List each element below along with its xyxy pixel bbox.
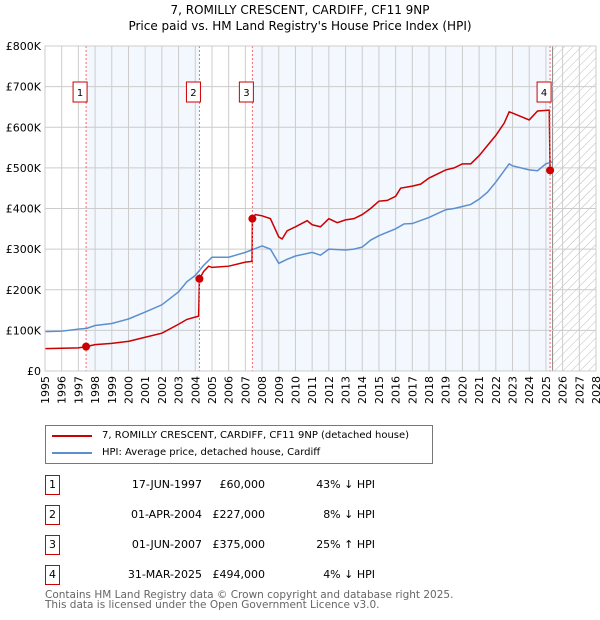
x-tick-label: 1995 [39, 376, 52, 404]
x-tick-label: 2015 [373, 376, 386, 404]
y-tick-label: £700K [6, 81, 42, 94]
x-tick-label: 2022 [490, 376, 503, 404]
sale-hpi: 4% ↓ HPI [323, 568, 375, 581]
sale-date: 17-JUN-1997 [131, 478, 202, 491]
x-tick-label: 2001 [139, 376, 152, 404]
sale-row: 4 31-MAR-2025 £494,000 4% ↓ HPI [45, 565, 375, 585]
sale-date: 01-JUN-2007 [131, 538, 202, 551]
sale-price: £375,000 [212, 538, 266, 551]
x-tick-label: 2012 [323, 376, 336, 404]
x-tick-label: 1997 [72, 376, 85, 404]
x-tick-label: 2017 [406, 376, 419, 404]
sale-point [248, 214, 257, 223]
x-tick-label: 2018 [423, 376, 436, 404]
x-tick-label: 2014 [356, 376, 369, 404]
x-tick-label: 2026 [557, 376, 570, 404]
x-tick-label: 1998 [89, 376, 102, 404]
x-tick-label: 2010 [289, 376, 302, 404]
legend-label: 7, ROMILLY CRESCENT, CARDIFF, CF11 9NP (… [102, 430, 410, 441]
x-tick-label: 2025 [540, 376, 553, 404]
y-tick-label: £400K [6, 203, 42, 216]
x-tick-label: 2023 [507, 376, 520, 404]
y-tick-label: £100K [6, 324, 42, 337]
sale-point [195, 274, 204, 283]
x-tick-label: 2019 [440, 376, 453, 404]
legend-swatch-red [52, 434, 92, 437]
sale-date: 31-MAR-2025 [127, 568, 202, 581]
footer: Contains HM Land Registry data © Crown c… [45, 589, 454, 611]
sale-marker-label: 1 [45, 475, 60, 495]
legend: 7, ROMILLY CRESCENT, CARDIFF, CF11 9NP (… [45, 425, 433, 464]
x-tick-label: 2020 [456, 376, 469, 404]
legend-label: HPI: Average price, detached house, Card… [102, 447, 321, 458]
legend-item-hpi: HPI: Average price, detached house, Card… [52, 447, 320, 458]
legend-item-property: 7, ROMILLY CRESCENT, CARDIFF, CF11 9NP (… [52, 430, 409, 441]
y-tick-label: £300K [6, 243, 42, 256]
sale-row: 2 01-APR-2004 £227,000 8% ↓ HPI [45, 505, 375, 525]
sale-marker-box [72, 81, 88, 103]
chart-subtitle: Price paid vs. HM Land Registry's House … [128, 19, 471, 33]
x-tick-label: 2027 [573, 376, 586, 404]
y-tick-label: £600K [6, 121, 42, 134]
x-tick-label: 2028 [590, 376, 600, 404]
x-tick-label: 2006 [223, 376, 236, 404]
sale-marker-number: 3 [243, 88, 249, 99]
sale-marker-number: 1 [77, 88, 83, 99]
x-tick-label: 2005 [206, 376, 219, 404]
price-chart: 7, ROMILLY CRESCENT, CARDIFF, CF11 9NP P… [6, 3, 600, 404]
series-line [44, 161, 553, 333]
sale-hpi: 8% ↓ HPI [323, 508, 375, 521]
chart-title: 7, ROMILLY CRESCENT, CARDIFF, CF11 9NP [170, 3, 429, 17]
sale-marker-box [536, 81, 552, 103]
sale-marker-label: 3 [45, 535, 60, 555]
legend-swatch-blue [52, 451, 92, 454]
sale-marker-number: 2 [190, 88, 196, 99]
sale-date: 01-APR-2004 [130, 508, 202, 521]
sale-point [82, 342, 91, 351]
sale-price: £60,000 [219, 478, 266, 491]
sale-price: £494,000 [212, 568, 266, 581]
sale-point [546, 166, 555, 175]
sale-marker-box [238, 81, 254, 103]
x-tick-label: 2024 [523, 376, 536, 404]
sale-hpi: 43% ↓ HPI [316, 478, 375, 491]
x-tick-label: 2008 [256, 376, 269, 404]
sale-price: £227,000 [212, 508, 266, 521]
sale-marker-box [185, 81, 201, 103]
y-tick-label: £0 [27, 365, 41, 378]
x-tick-label: 1996 [56, 376, 69, 404]
y-tick-label: £500K [6, 162, 42, 175]
x-tick-label: 2009 [273, 376, 286, 404]
sale-row: 3 01-JUN-2007 £375,000 25% ↑ HPI [45, 535, 375, 555]
sale-marker-number: 4 [541, 88, 547, 99]
y-tick-label: £200K [6, 284, 42, 297]
sale-row: 1 17-JUN-1997 £60,000 43% ↓ HPI [45, 475, 375, 495]
x-tick-label: 1999 [106, 376, 119, 404]
plot-frame [44, 45, 597, 372]
x-tick-label: 2007 [239, 376, 252, 404]
x-tick-label: 2003 [173, 376, 186, 404]
y-tick-label: £800K [6, 40, 42, 53]
sale-hpi: 25% ↑ HPI [316, 538, 375, 551]
series-line [44, 109, 551, 350]
x-tick-label: 2004 [189, 376, 202, 404]
x-tick-label: 2002 [156, 376, 169, 404]
sale-marker-label: 4 [45, 565, 60, 585]
sale-marker-label: 2 [45, 505, 60, 525]
x-tick-label: 2011 [306, 376, 319, 404]
x-tick-label: 2013 [340, 376, 353, 404]
footer-copyright: Contains HM Land Registry data © Crown c… [45, 589, 454, 601]
x-tick-label: 2021 [473, 376, 486, 404]
x-tick-label: 2016 [390, 376, 403, 404]
footer-licence: This data is licensed under the Open Gov… [45, 599, 380, 611]
x-tick-label: 2000 [122, 376, 135, 404]
